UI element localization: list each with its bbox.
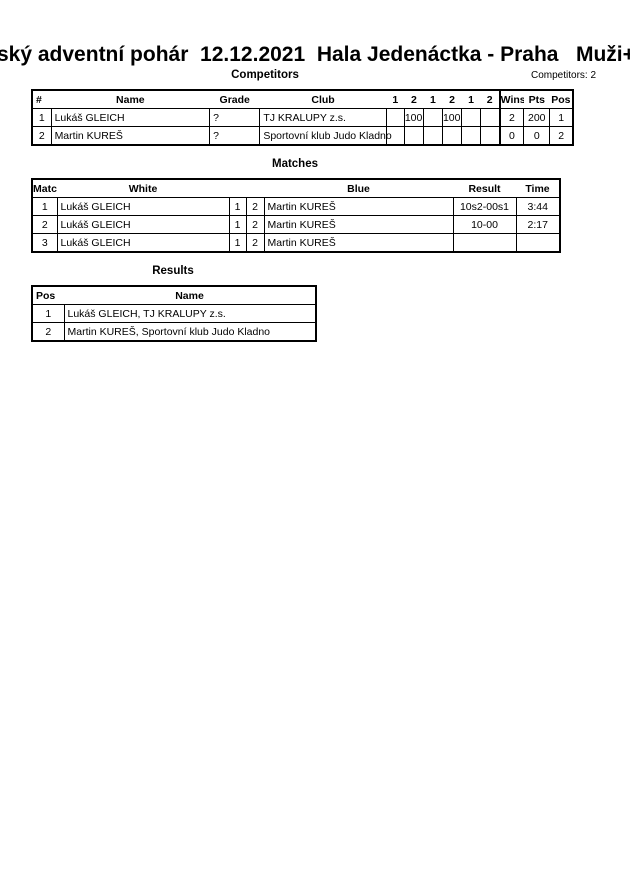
col-name: Name bbox=[51, 90, 210, 109]
cell: Sportovní klub Judo Kladno bbox=[259, 126, 392, 146]
cell: 10s2-00s1 bbox=[452, 197, 517, 216]
col-number: # bbox=[32, 90, 52, 109]
col-score: 2 bbox=[480, 90, 500, 109]
cell: 1 bbox=[31, 304, 65, 323]
cell: 1 bbox=[549, 108, 574, 127]
competitors-table: # Name Grade Club 1 2 1 2 1 2 Wins Pts P… bbox=[31, 89, 574, 146]
col-grade: Grade bbox=[209, 90, 260, 109]
table-row: 2 Martin KUREŠ, Sportovní klub Judo Klad… bbox=[31, 322, 317, 342]
cell: 1 bbox=[31, 197, 58, 216]
col-pos: Pos bbox=[549, 90, 573, 109]
cell: 1 bbox=[228, 197, 247, 216]
cell: Martin KUREŠ bbox=[263, 197, 454, 216]
col-score: 1 bbox=[423, 90, 443, 109]
cell: TJ KRALUPY z.s. bbox=[259, 108, 387, 127]
cell bbox=[480, 108, 501, 127]
competitors-count: Competitors: 2 bbox=[531, 70, 597, 81]
table-header: # Name Grade Club 1 2 1 2 1 2 Wins Pts P… bbox=[32, 90, 573, 109]
cell: 2 bbox=[498, 108, 525, 127]
cell: 2 bbox=[31, 215, 58, 234]
cell: 2:17 bbox=[515, 215, 561, 234]
table-row: 1 Lukáš GLEICH 1 2 Martin KUREŠ 10s2-00s… bbox=[31, 197, 561, 216]
table-row: 1 Lukáš GLEICH ? TJ KRALUPY z.s. 100 100… bbox=[31, 108, 574, 127]
table-row: 2 Lukáš GLEICH 1 2 Martin KUREŠ 10-00 2:… bbox=[31, 215, 561, 234]
cell: 0 bbox=[523, 126, 551, 146]
col-blue-score bbox=[246, 179, 264, 198]
cell: Martin KUREŠ, Sportovní klub Judo Kladno bbox=[63, 322, 317, 342]
col-white-score bbox=[229, 179, 246, 198]
cell bbox=[452, 233, 517, 253]
cell bbox=[441, 126, 463, 146]
cell bbox=[480, 126, 501, 146]
col-blue: Blue bbox=[264, 179, 453, 198]
cell: 0 bbox=[498, 126, 525, 146]
col-club: Club bbox=[259, 90, 387, 109]
col-result: Result bbox=[453, 179, 516, 198]
cell: 1 bbox=[31, 108, 52, 127]
cell: 1 bbox=[228, 233, 247, 253]
cell: 2 bbox=[245, 233, 265, 253]
cell: Martin KUREŠ bbox=[50, 126, 211, 146]
col-score: 2 bbox=[442, 90, 462, 109]
tournament-title: ský adventní pohár 12.12.2021 Hala Jeden… bbox=[0, 43, 630, 66]
cell bbox=[461, 108, 482, 127]
cell: 3:44 bbox=[515, 197, 561, 216]
table-row: 1 Lukáš GLEICH, TJ KRALUPY z.s. bbox=[31, 304, 317, 323]
cell: 1 bbox=[228, 215, 247, 234]
col-white: White bbox=[57, 179, 229, 198]
cell: 10-00 bbox=[452, 215, 517, 234]
col-score: 1 bbox=[386, 90, 405, 109]
cell: Lukáš GLEICH bbox=[50, 108, 211, 127]
cell: Lukáš GLEICH bbox=[56, 197, 230, 216]
cell: Lukáš GLEICH, TJ KRALUPY z.s. bbox=[63, 304, 317, 323]
cell: Martin KUREŠ bbox=[263, 233, 454, 253]
cell bbox=[422, 108, 443, 127]
table-row: 2 Martin KUREŠ ? Sportovní klub Judo Kla… bbox=[31, 126, 574, 146]
cell: Lukáš GLEICH bbox=[56, 233, 230, 253]
table-header: Match White Blue Result Time bbox=[32, 179, 560, 198]
cell bbox=[403, 126, 424, 146]
cell: 3 bbox=[31, 233, 58, 253]
cell bbox=[461, 126, 482, 146]
cell: Martin KUREŠ bbox=[263, 215, 454, 234]
cell: 2 bbox=[245, 197, 265, 216]
col-score: 2 bbox=[404, 90, 424, 109]
cell: 2 bbox=[245, 215, 265, 234]
table-row: 3 Lukáš GLEICH 1 2 Martin KUREŠ bbox=[31, 233, 561, 253]
cell: 200 bbox=[523, 108, 551, 127]
cell: 2 bbox=[31, 126, 52, 146]
col-match: Match bbox=[32, 179, 57, 198]
results-table: Pos Name 1 Lukáš GLEICH, TJ KRALUPY z.s.… bbox=[31, 285, 317, 342]
cell bbox=[385, 108, 405, 127]
col-pos: Pos bbox=[32, 286, 64, 305]
col-time: Time bbox=[516, 179, 560, 198]
matches-heading: Matches bbox=[271, 158, 319, 170]
cell: 100 bbox=[441, 108, 463, 127]
col-score: 1 bbox=[461, 90, 481, 109]
cell: Lukáš GLEICH bbox=[56, 215, 230, 234]
cell bbox=[515, 233, 561, 253]
cell: 100 bbox=[403, 108, 424, 127]
results-heading: Results bbox=[152, 265, 194, 277]
matches-table: Match White Blue Result Time 1 Lukáš GLE… bbox=[31, 178, 561, 253]
col-pts: Pts bbox=[523, 90, 550, 109]
col-wins: Wins bbox=[498, 90, 524, 109]
cell bbox=[422, 126, 443, 146]
cell: ? bbox=[209, 126, 261, 146]
cell: 2 bbox=[31, 322, 65, 342]
competitors-heading: Competitors bbox=[231, 69, 299, 81]
cell: ? bbox=[209, 108, 261, 127]
cell: 2 bbox=[549, 126, 574, 146]
table-header: Pos Name bbox=[32, 286, 316, 305]
col-name: Name bbox=[64, 286, 316, 305]
